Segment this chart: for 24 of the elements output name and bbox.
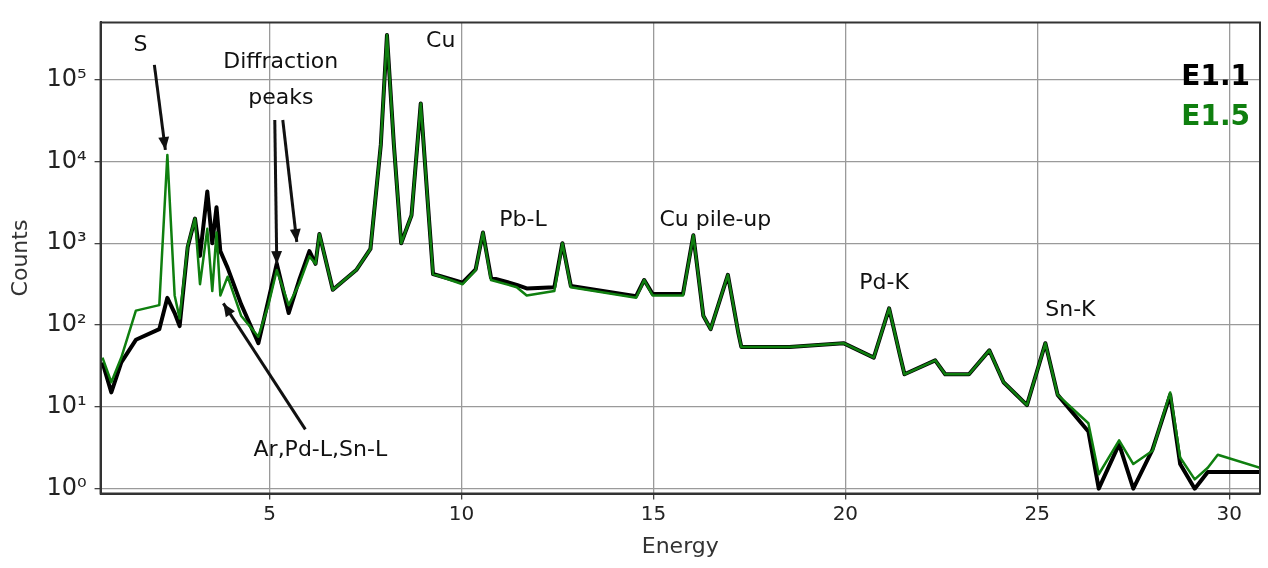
text: E1.1	[1181, 58, 1250, 92]
x-tick-label: 30	[1216, 500, 1243, 525]
y-tick-label: 10²	[46, 309, 87, 338]
x-tick-label: 5	[263, 500, 276, 525]
text: E1.5	[1181, 98, 1250, 132]
annotation: Cu	[426, 27, 456, 53]
annotation: Pd-K	[859, 269, 910, 295]
y-tick-label: 10¹	[46, 391, 87, 420]
x-tick-label: 25	[1024, 500, 1051, 525]
annotation: Pb-L	[499, 206, 548, 232]
y-tick-label: 10⁴	[46, 145, 87, 174]
x-axis-title: Energy	[641, 532, 719, 558]
x-tick-label: 15	[640, 500, 667, 525]
y-axis-title: Counts	[6, 219, 32, 297]
y-tick-label: 10⁰	[46, 472, 87, 501]
x-tick-label: 10	[448, 500, 475, 525]
annotation: Ar,Pd-L,Sn-L	[253, 436, 388, 462]
y-tick-label: 10³	[46, 227, 87, 256]
x-tick-label: 20	[832, 500, 859, 525]
y-tick-label: 10⁵	[46, 63, 87, 92]
annotation: Cu pile-up	[659, 206, 772, 231]
annotation: Diffraction peaks	[223, 47, 339, 109]
annotation: S	[133, 30, 148, 56]
annotation: Sn-K	[1045, 295, 1097, 321]
